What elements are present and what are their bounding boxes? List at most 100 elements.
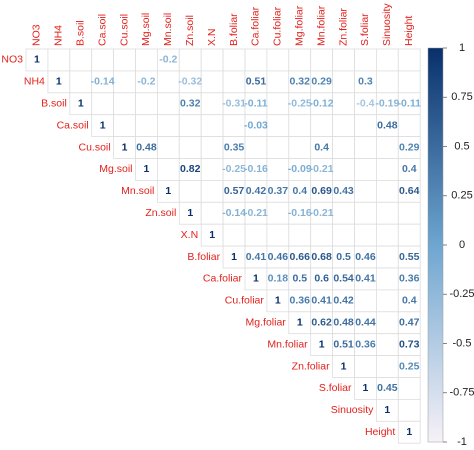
cell <box>244 136 268 159</box>
corr-value: 0.46 <box>355 251 376 263</box>
cell <box>288 136 312 159</box>
corr-value: 0.42 <box>246 185 267 197</box>
cell <box>69 48 93 72</box>
corr-value: 0.37 <box>268 185 289 197</box>
corr-value: -0.14 <box>222 207 246 219</box>
cell <box>156 92 180 116</box>
corr-value: -0.09 <box>288 163 312 175</box>
cell <box>310 223 334 247</box>
corr-value: 0.5 <box>292 273 307 285</box>
cell <box>375 70 399 94</box>
column-label: Sinuosity <box>381 3 393 46</box>
corr-value: -0.25 <box>288 98 312 110</box>
cell <box>266 223 290 247</box>
corr-value: 0.45 <box>377 382 398 394</box>
column-label: Mn.foliar <box>315 5 327 46</box>
row-label: Cu.foliar <box>225 295 265 307</box>
cell <box>113 48 136 72</box>
corr-value: 1 <box>144 163 150 175</box>
corr-value: 0.5 <box>336 251 351 263</box>
row-label: Ca.soil <box>57 119 89 131</box>
corr-value: 0.82 <box>180 163 201 175</box>
cell <box>200 92 224 116</box>
cell <box>113 114 136 137</box>
corr-value: 0.25 <box>399 360 420 372</box>
cell <box>354 201 377 225</box>
corr-value: 1 <box>341 360 347 372</box>
column-label: Height <box>403 16 415 46</box>
cell <box>310 48 334 72</box>
corr-value: -0.2 <box>159 54 177 66</box>
corr-value: 0.36 <box>399 273 420 285</box>
row-label: NH4 <box>24 76 45 88</box>
corr-value: 1 <box>56 76 62 88</box>
row-label: Zn.soil <box>145 207 176 219</box>
cell <box>113 70 136 94</box>
cell <box>113 92 136 116</box>
corr-value: 0.48 <box>377 119 398 131</box>
corr-value: -0.25 <box>222 163 246 175</box>
corr-value: 1 <box>209 229 215 241</box>
cell <box>397 420 421 444</box>
cell <box>178 136 202 159</box>
corr-value: 1 <box>78 98 84 110</box>
cell <box>354 355 377 378</box>
cell <box>354 114 377 137</box>
row-label: Ca.foliar <box>203 273 243 285</box>
corr-value: 0.48 <box>136 141 157 153</box>
corr-value: 0.36 <box>290 295 311 307</box>
column-label: B.foliar <box>228 13 240 46</box>
row-label: B.soil <box>41 98 67 110</box>
corr-value: 0.35 <box>224 141 245 153</box>
cell <box>222 48 246 72</box>
cell <box>156 136 180 159</box>
corr-value: 0.44 <box>355 317 376 329</box>
column-label: Cu.foliar <box>272 6 284 46</box>
colorbar-label: 0.75 <box>451 91 472 103</box>
cell <box>156 158 180 181</box>
corr-value: 0.3 <box>358 76 373 88</box>
cell <box>178 114 202 137</box>
corr-value: -0.4 <box>356 98 374 110</box>
cell <box>332 70 355 94</box>
cell <box>397 223 421 247</box>
corr-value: 1 <box>187 207 193 219</box>
corr-value: -0.03 <box>244 119 268 131</box>
cell <box>244 48 268 72</box>
row-label: X.N <box>181 229 199 241</box>
cell <box>375 48 399 72</box>
cell <box>375 311 399 335</box>
cell <box>200 179 224 203</box>
corr-value: -0.11 <box>398 98 422 110</box>
cell <box>91 48 114 72</box>
cell <box>332 114 355 137</box>
cell <box>375 223 399 247</box>
corr-value: -0.12 <box>310 98 334 110</box>
corr-value: 0.4 <box>314 141 329 153</box>
corr-value: 0.36 <box>355 338 376 350</box>
cell <box>200 114 224 137</box>
row-label: Mn.foliar <box>267 338 308 350</box>
cell <box>375 201 399 225</box>
corr-value: 0.41 <box>355 273 376 285</box>
cell <box>156 70 180 94</box>
corr-value: 0.57 <box>224 185 245 197</box>
column-label: Mg.foliar <box>294 5 306 46</box>
corr-value: 0.32 <box>290 76 311 88</box>
row-label: B.foliar <box>187 251 220 263</box>
cell <box>69 70 93 94</box>
cell <box>354 136 377 159</box>
cell <box>178 179 202 203</box>
corr-value: 0.68 <box>311 251 332 263</box>
corr-value: 1 <box>297 317 303 329</box>
column-label: B.soil <box>75 20 87 46</box>
row-label: Mg.soil <box>99 163 132 175</box>
cell <box>397 48 421 72</box>
cell <box>200 201 224 225</box>
cell <box>266 158 290 181</box>
corr-value: 1 <box>122 141 128 153</box>
cell <box>200 136 224 159</box>
corr-value: 1 <box>34 54 40 66</box>
cell <box>222 114 246 137</box>
